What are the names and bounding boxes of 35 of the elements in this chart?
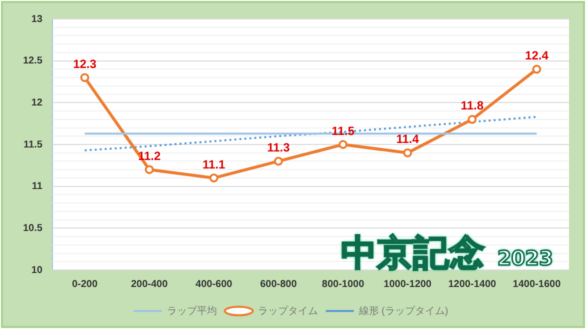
legend-label: ラップタイム	[258, 304, 318, 317]
point	[274, 156, 283, 166]
point	[403, 148, 412, 158]
point	[209, 173, 218, 182]
x-tick-label: 600-800	[260, 278, 298, 290]
y-tick-label: 11	[32, 181, 43, 192]
y-tick-label: 12.5	[22, 56, 43, 67]
annotation: 中京記念 2023	[340, 233, 553, 274]
data-label: 12.3	[73, 56, 97, 71]
point	[532, 64, 542, 74]
y-tick-label: 11.5	[24, 139, 43, 150]
point	[468, 114, 477, 124]
data-label: 11.5	[332, 124, 355, 138]
x-tick-label: 400-600	[196, 278, 233, 290]
data-label: 11.1	[202, 157, 226, 172]
point	[144, 165, 154, 174]
point	[80, 73, 90, 82]
legend-label: ラップ平均	[166, 304, 217, 317]
data-label: 11.4	[396, 132, 420, 146]
y-tick-label: 12	[31, 97, 43, 108]
data-label: 12.4	[525, 48, 549, 63]
x-tick-label: 1200-1400	[448, 278, 496, 290]
x-tick-label: 200-400	[130, 278, 168, 290]
data-label: 11.3	[267, 140, 290, 155]
x-tick-label: 1000-1200	[384, 278, 432, 290]
data-label: 11.8	[460, 98, 484, 113]
y-tick-label: 13	[31, 14, 43, 25]
x-tick-label: 0-200	[72, 278, 98, 290]
point	[338, 140, 348, 149]
x-tick-label: 1400-1600	[512, 278, 562, 290]
line-series	[84, 116, 538, 152]
y-tick-label: 10.5	[22, 222, 43, 234]
x-tick-label: 800-1000	[322, 278, 365, 290]
y-tick-label: 10	[31, 264, 43, 276]
legend-label: 線形 (ラップタイム)	[358, 304, 448, 317]
